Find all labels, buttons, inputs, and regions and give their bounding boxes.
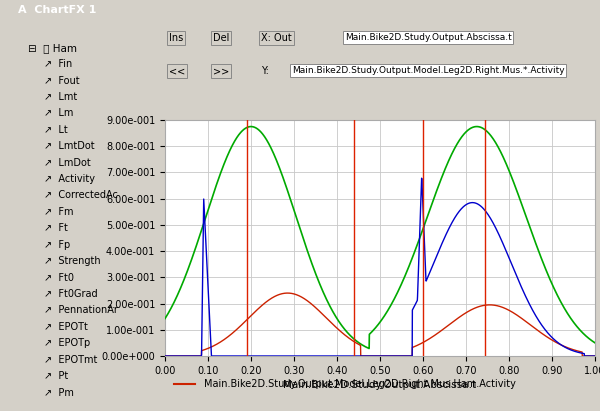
Text: ↗  Fin: ↗ Fin — [44, 59, 73, 69]
Text: ⊟  🗀 Ham: ⊟ 🗀 Ham — [28, 44, 77, 53]
Text: X: Out: X: Out — [261, 33, 292, 43]
Text: ↗  LmDot: ↗ LmDot — [44, 158, 91, 168]
Text: ↗  PennationAr: ↗ PennationAr — [44, 305, 118, 315]
Text: ↗  EPOTt: ↗ EPOTt — [44, 322, 88, 332]
Text: ↗  EPOTmt: ↗ EPOTmt — [44, 355, 98, 365]
Text: ↗  Ft: ↗ Ft — [44, 223, 68, 233]
Text: ↗  Lm: ↗ Lm — [44, 109, 74, 118]
Text: ↗  Lt: ↗ Lt — [44, 125, 68, 135]
Text: ↗  Fout: ↗ Fout — [44, 76, 80, 85]
Text: <<: << — [169, 66, 185, 76]
Text: Y:: Y: — [261, 66, 269, 76]
Text: ↗  Fp: ↗ Fp — [44, 240, 70, 250]
Text: Del: Del — [213, 33, 229, 43]
Text: ↗  Activity: ↗ Activity — [44, 174, 95, 184]
Text: Main.Bike2D.Study.Output.Model.Leg2D.Right.Mus.*.Activity: Main.Bike2D.Study.Output.Model.Leg2D.Rig… — [292, 66, 565, 75]
Text: ↗  CorrectedAc: ↗ CorrectedAc — [44, 190, 118, 201]
Text: ↗  Pm: ↗ Pm — [44, 388, 74, 397]
Text: Main.Bike2D.Study.Output.Model.Leg2D.Right.Mus.Ham.Activity: Main.Bike2D.Study.Output.Model.Leg2D.Rig… — [204, 379, 515, 389]
Text: ↗  Strength: ↗ Strength — [44, 256, 101, 266]
Text: Ins: Ins — [169, 33, 183, 43]
Text: Main.Bike2D.Study.Output.Abscissa.t: Main.Bike2D.Study.Output.Abscissa.t — [345, 33, 512, 42]
Text: ↗  LmtDot: ↗ LmtDot — [44, 141, 95, 151]
Text: ↗  Pt: ↗ Pt — [44, 371, 68, 381]
Text: ↗  Ft0: ↗ Ft0 — [44, 272, 74, 283]
Text: A  ChartFX 1: A ChartFX 1 — [18, 5, 97, 15]
Text: ↗  Lmt: ↗ Lmt — [44, 92, 77, 102]
Text: ↗  Ft0Grad: ↗ Ft0Grad — [44, 289, 98, 299]
Text: ↗  Fm: ↗ Fm — [44, 207, 74, 217]
X-axis label: Main.Bike2D.Study.Output.Abscissa.t: Main.Bike2D.Study.Output.Abscissa.t — [283, 380, 476, 390]
Text: ↗  EPOTp: ↗ EPOTp — [44, 338, 91, 348]
Text: >>: >> — [213, 66, 229, 76]
